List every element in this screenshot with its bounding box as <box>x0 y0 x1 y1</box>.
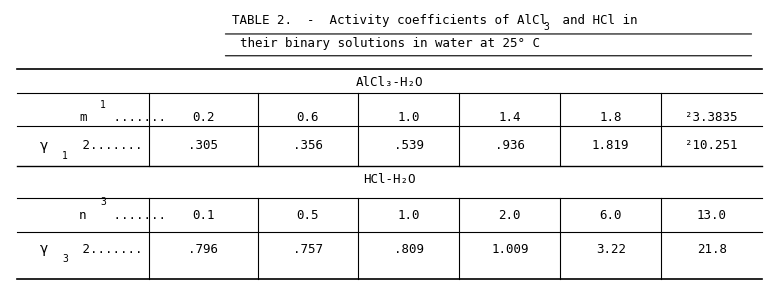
Text: 2.......: 2....... <box>75 243 143 256</box>
Text: 1.8: 1.8 <box>600 111 622 124</box>
Text: TABLE 2.  -  Activity coefficients of AlCl: TABLE 2. - Activity coefficients of AlCl <box>232 14 547 27</box>
Text: .809: .809 <box>394 243 424 256</box>
Text: HCl-H₂O: HCl-H₂O <box>363 173 416 186</box>
Text: AlCl₃-H₂O: AlCl₃-H₂O <box>356 76 423 89</box>
Text: ²10.251: ²10.251 <box>686 139 738 152</box>
Text: 13.0: 13.0 <box>696 209 727 222</box>
Text: 0.2: 0.2 <box>192 111 214 124</box>
Text: .......: ....... <box>106 111 166 124</box>
Text: .539: .539 <box>394 139 424 152</box>
Text: 1: 1 <box>100 100 106 110</box>
Text: 1: 1 <box>62 151 68 161</box>
Text: 3.22: 3.22 <box>596 243 626 256</box>
Text: γ: γ <box>40 242 48 256</box>
Text: 1.819: 1.819 <box>592 139 629 152</box>
Text: their binary solutions in water at 25° C: their binary solutions in water at 25° C <box>239 37 540 50</box>
Text: m: m <box>79 111 86 124</box>
Text: 0.5: 0.5 <box>297 209 319 222</box>
Text: γ: γ <box>40 139 48 153</box>
Text: 1.0: 1.0 <box>397 111 420 124</box>
Text: 6.0: 6.0 <box>600 209 622 222</box>
Text: 1.009: 1.009 <box>491 243 529 256</box>
Text: .305: .305 <box>189 139 218 152</box>
Text: and HCl in: and HCl in <box>555 14 637 27</box>
Text: 0.1: 0.1 <box>192 209 214 222</box>
Text: 1.0: 1.0 <box>397 209 420 222</box>
Text: .......: ....... <box>106 209 166 222</box>
Text: .356: .356 <box>293 139 323 152</box>
Text: 0.6: 0.6 <box>297 111 319 124</box>
Text: .757: .757 <box>293 243 323 256</box>
Text: 2.0: 2.0 <box>499 209 521 222</box>
Text: 3: 3 <box>543 22 549 32</box>
Text: n: n <box>79 209 86 222</box>
Text: 3: 3 <box>100 197 106 207</box>
Text: .936: .936 <box>495 139 525 152</box>
Text: 1.4: 1.4 <box>499 111 521 124</box>
Text: 21.8: 21.8 <box>696 243 727 256</box>
Text: 3: 3 <box>62 254 68 264</box>
Text: .796: .796 <box>189 243 218 256</box>
Text: ²3.3835: ²3.3835 <box>686 111 738 124</box>
Text: 2.......: 2....... <box>75 139 143 152</box>
